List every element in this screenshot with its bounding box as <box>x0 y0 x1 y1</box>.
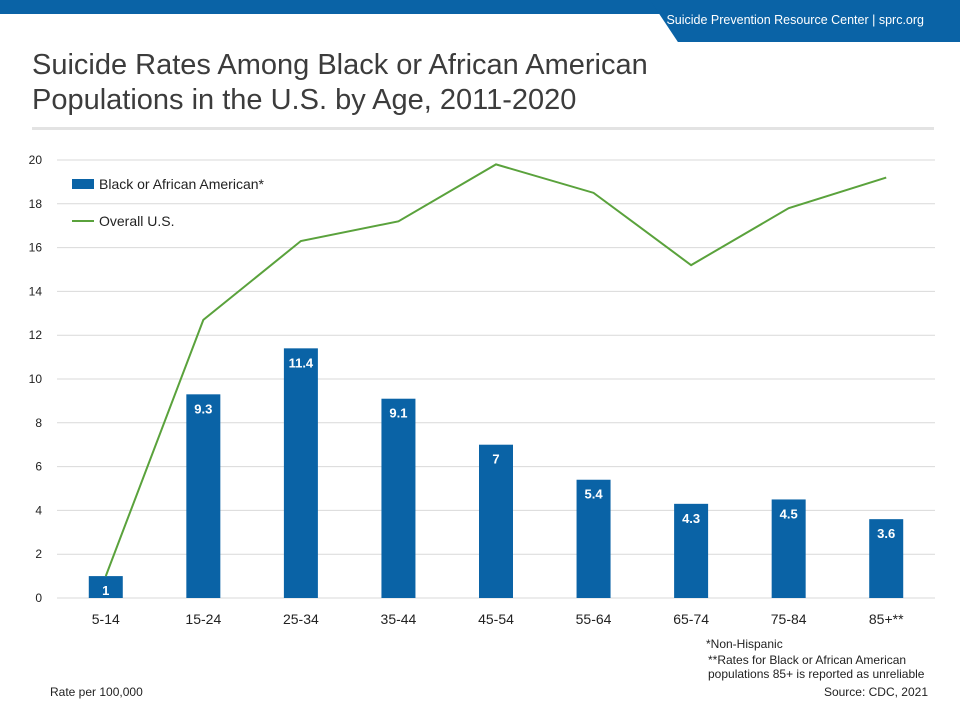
chart-title: Suicide Rates Among Black or African Ame… <box>32 49 648 116</box>
x-tick-label: 25-34 <box>283 611 319 627</box>
bar-line-chart: 0 2 4 6 8 10 12 14 16 18 20 1 9.3 11.4 9.1 7 5.4 4.3 4.5 3.… <box>29 153 935 627</box>
unreliable-note: **Rates for Black or African American po… <box>708 653 925 681</box>
banner-text: Suicide Prevention Resource Center | spr… <box>666 13 924 27</box>
x-tick-label: 75-84 <box>771 611 807 627</box>
x-tick-label: 65-74 <box>673 611 709 627</box>
x-tick-label: 45-54 <box>478 611 514 627</box>
y-tick-label: 4 <box>35 503 42 517</box>
rate-note: Rate per 100,000 <box>50 685 143 699</box>
org-banner: Suicide Prevention Resource Center | spr… <box>650 0 960 42</box>
bar-data-label: 9.1 <box>389 406 407 421</box>
bar-data-label: 11.4 <box>289 355 314 370</box>
y-tick-label: 8 <box>35 416 42 430</box>
bar <box>283 348 318 598</box>
bar-data-label: 4.3 <box>682 511 700 526</box>
bar-data-label: 9.3 <box>194 401 212 416</box>
y-tick-label: 16 <box>29 241 43 255</box>
x-tick-label: 5-14 <box>92 611 120 627</box>
y-tick-label: 10 <box>29 372 43 386</box>
legend-label-bar: Black or African American* <box>99 176 265 192</box>
source-note: Source: CDC, 2021 <box>823 685 928 699</box>
x-tick-label: 55-64 <box>576 611 612 627</box>
bar-data-label: 7 <box>492 452 499 467</box>
y-tick-label: 12 <box>29 328 43 342</box>
bar-data-label: 5.4 <box>585 487 604 502</box>
y-tick-label: 6 <box>35 460 42 474</box>
bar <box>381 398 416 598</box>
bar <box>576 479 611 598</box>
title-divider <box>32 127 934 130</box>
x-tick-label: 85+** <box>869 611 904 627</box>
y-tick-label: 14 <box>29 284 43 298</box>
x-tick-label: 35-44 <box>381 611 417 627</box>
x-tick-label: 15-24 <box>185 611 221 627</box>
legend-swatch-bar <box>72 179 94 189</box>
bar-data-label: 3.6 <box>877 526 895 541</box>
y-tick-label: 0 <box>35 591 42 605</box>
bar-data-label: 1 <box>102 583 109 598</box>
bar-data-label: 4.5 <box>780 506 798 521</box>
y-tick-label: 18 <box>29 197 43 211</box>
bar <box>869 519 904 598</box>
bar <box>479 444 513 598</box>
legend-label-line: Overall U.S. <box>99 213 174 229</box>
y-tick-label: 20 <box>29 153 43 167</box>
y-tick-label: 2 <box>35 547 42 561</box>
bar <box>88 576 123 598</box>
bar <box>771 499 806 598</box>
bar <box>674 503 709 598</box>
non-hispanic-note: *Non-Hispanic <box>706 637 783 651</box>
bar <box>186 394 221 598</box>
